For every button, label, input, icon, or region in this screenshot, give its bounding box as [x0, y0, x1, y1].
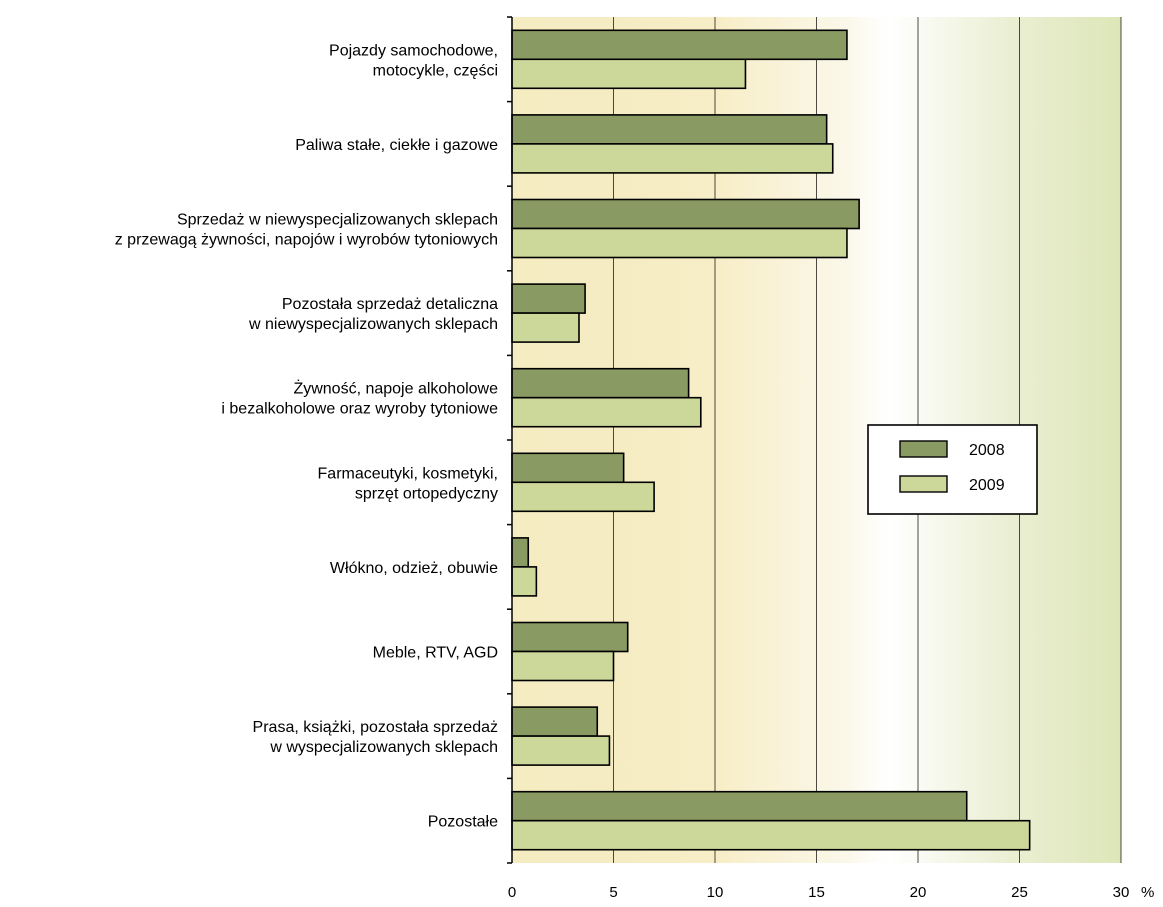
category-label-2-1: z przewagą żywności, napojów i wyrobów t…: [115, 232, 498, 249]
bar-2009-6: [511, 566, 538, 597]
category-label-7-0: Meble, RTV, AGD: [373, 645, 498, 662]
x-tick-label-5: 5: [609, 884, 617, 901]
legend-label-2009: 2009: [969, 477, 1005, 494]
bar-2008-5: [511, 452, 625, 484]
category-label-8-1: w wyspecjalizowanych sklepach: [269, 739, 498, 756]
category-label-1-0: Paliwa stałe, ciekłe i gazowe: [295, 137, 498, 154]
category-label-8-0: Prasa, książki, pozostała sprzedaż: [253, 719, 498, 736]
category-label-3-0: Pozostała sprzedaż detaliczna: [282, 296, 498, 313]
x-tick-label-0: 0: [508, 884, 516, 901]
bar-2008-0: [511, 29, 848, 61]
axes: [507, 16, 513, 864]
category-label-3-1: w niewyspecjalizowanych sklepach: [248, 316, 498, 333]
bar-2008-8: [511, 706, 599, 737]
x-tick-label-10: 10: [707, 884, 724, 901]
x-tick-label-25: 25: [1011, 884, 1028, 901]
category-labels: Pojazdy samochodowe, motocykle, części Pal…: [115, 42, 498, 830]
bars: [511, 29, 1031, 851]
legend-label-2008: 2008: [969, 442, 1005, 459]
category-label-0-1: motocykle, części: [373, 62, 498, 79]
bar-2009-4: [511, 396, 702, 428]
bar-2009-5: [511, 481, 655, 513]
legend-box: [867, 424, 1038, 515]
bar-2009-7: [511, 650, 615, 682]
bar-2008-1: [511, 114, 828, 145]
legend: 2008 2009: [867, 424, 1038, 515]
bar-2008-6: [511, 537, 530, 568]
category-label-5-0: Farmaceutyki, kosmetyki,: [318, 465, 498, 482]
category-label-9-0: Pozostałe: [428, 814, 498, 831]
bar-2008-2: [511, 198, 860, 230]
bar-2009-9: [511, 819, 1031, 851]
legend-swatch-2008: [899, 440, 948, 458]
bar-2008-4: [511, 367, 690, 399]
bar-2009-0: [511, 58, 747, 90]
bar-2009-1: [511, 143, 834, 174]
bar-2009-8: [511, 735, 611, 766]
category-label-6-0: Włókno, odzież, obuwie: [330, 560, 498, 577]
bar-2009-2: [511, 227, 848, 259]
x-tick-label-15: 15: [808, 884, 825, 901]
bar-2008-3: [511, 283, 586, 314]
x-tick-label-30: 30: [1113, 884, 1130, 901]
legend-swatch-2009: [899, 475, 948, 493]
category-label-4-1: i bezalkoholowe oraz wyroby tytoniowe: [221, 401, 498, 418]
bar-2009-3: [511, 312, 580, 343]
bar-2008-7: [511, 621, 629, 653]
bar-2008-9: [511, 790, 968, 822]
category-label-4-0: Żywność, napoje alkoholowe: [293, 379, 498, 398]
x-unit-label: %: [1141, 884, 1154, 901]
category-label-5-1: sprzęt ortopedyczny: [355, 485, 498, 502]
category-label-0-0: Pojazdy samochodowe,: [329, 42, 498, 59]
x-tick-label-20: 20: [910, 884, 927, 901]
category-label-2-0: Sprzedaż w niewyspecjalizowanych sklepac…: [177, 212, 498, 229]
tick-labels: 0 5 10 15 20 25 30%: [508, 884, 1155, 901]
